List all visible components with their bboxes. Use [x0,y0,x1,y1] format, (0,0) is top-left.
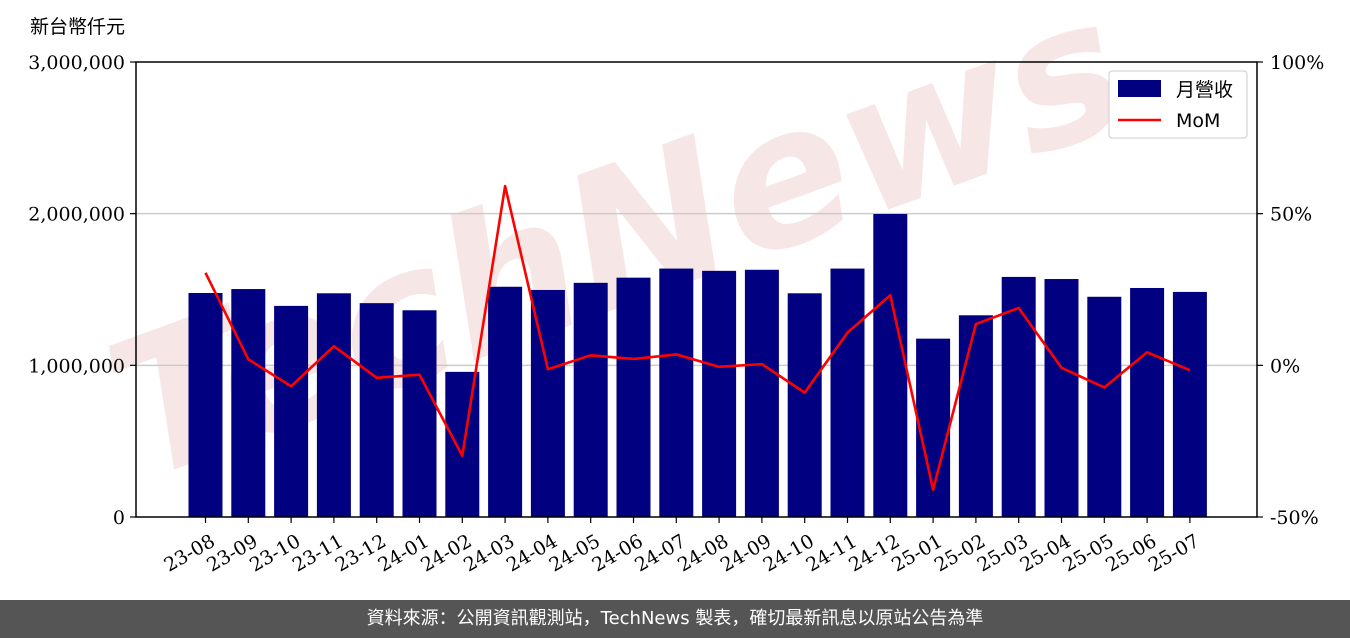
left-tick-label: 0 [113,507,125,529]
bar-23-10 [274,305,309,517]
right-tick-label: -50% [1270,507,1319,529]
mom-line-layer [204,184,1191,492]
bar-25-07 [1172,291,1207,517]
legend-label-mom: MoM [1176,110,1220,132]
bar-25-04 [1044,279,1079,517]
right-tick-label: 100% [1270,52,1324,74]
right-tick-label: 0% [1270,355,1300,377]
unit-label: 新台幣仟元 [30,16,125,38]
bar-25-02 [958,315,993,517]
bar-23-11 [316,293,351,517]
left-tick-label: 2,000,000 [28,204,125,226]
bar-24-09 [744,269,779,517]
bar-23-09 [231,289,266,517]
chart: TechNews 01,000,0002,000,0003,000,000-50… [28,0,1324,576]
legend: 月營收 MoM [1108,70,1248,139]
bar-25-03 [1001,276,1036,517]
legend-label-revenue: 月營收 [1176,79,1233,101]
bar-24-03 [488,286,523,517]
bar-24-06 [616,277,651,517]
plot-frame [135,61,1258,518]
bar-23-12 [359,303,394,517]
legend-swatch-bar [1118,80,1161,97]
bar-24-05 [573,282,608,517]
bar-24-11 [830,268,865,517]
bar-24-07 [659,268,694,517]
bar-23-08 [188,292,223,517]
left-tick-label: 3,000,000 [28,52,125,74]
mom-line [204,184,1191,492]
right-tick-label: 50% [1270,204,1312,226]
bar-24-10 [787,293,822,517]
bar-24-01 [402,310,437,517]
bar-24-04 [530,289,565,517]
bar-25-05 [1087,296,1122,517]
bar-24-12 [873,213,908,517]
source-footer: 資料來源：公開資訊觀測站，TechNews 製表，確切最新訊息以原站公告為準 [0,600,1350,638]
x-tick-label: 25-07 [1145,530,1203,576]
left-tick-label: 1,000,000 [28,355,125,377]
revenue-bars [188,213,1207,517]
bar-24-02 [445,371,480,517]
bar-25-06 [1130,287,1165,517]
bar-24-08 [702,270,737,517]
